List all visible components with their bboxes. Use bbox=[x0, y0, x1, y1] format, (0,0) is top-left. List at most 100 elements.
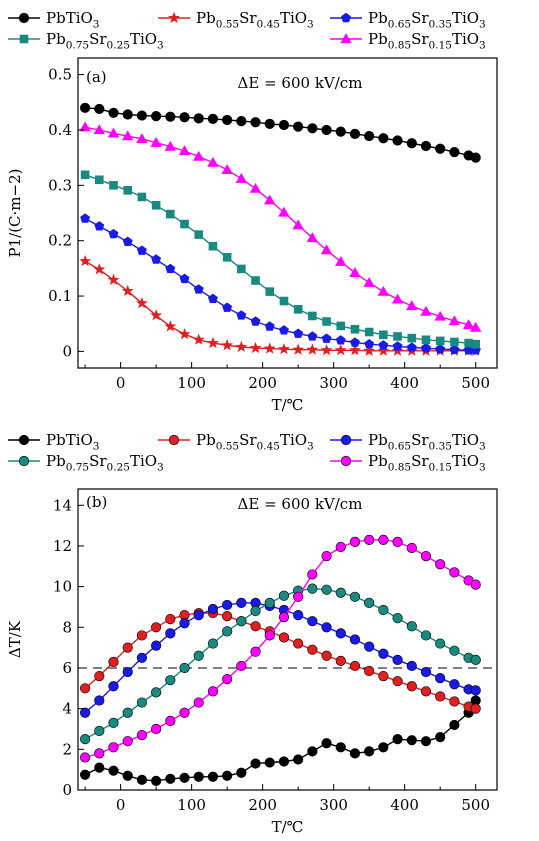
x-tick-label: 400 bbox=[390, 374, 419, 392]
data-point bbox=[122, 707, 133, 718]
data-point bbox=[349, 536, 361, 547]
data-point bbox=[435, 343, 446, 354]
data-point bbox=[406, 542, 417, 554]
data-point bbox=[421, 335, 431, 345]
legend-marker bbox=[168, 11, 180, 24]
data-point bbox=[123, 186, 133, 195]
data-point bbox=[278, 632, 290, 643]
data-point bbox=[193, 609, 204, 621]
legend-item: Pb0.55Sr0.45TiO3 bbox=[158, 431, 314, 453]
data-point bbox=[364, 665, 375, 677]
data-point bbox=[121, 284, 134, 297]
series-4 bbox=[80, 534, 481, 763]
data-point bbox=[108, 107, 119, 118]
data-point bbox=[264, 597, 275, 608]
data-point bbox=[278, 342, 290, 355]
data-point bbox=[165, 628, 176, 639]
data-point bbox=[207, 113, 219, 124]
y-tick-label: 0.2 bbox=[48, 232, 72, 250]
data-point bbox=[193, 150, 205, 161]
data-point bbox=[222, 626, 233, 637]
data-point bbox=[292, 343, 305, 355]
x-tick-label: 100 bbox=[177, 796, 206, 814]
data-point bbox=[470, 654, 481, 665]
data-point bbox=[166, 209, 175, 219]
data-point bbox=[194, 230, 204, 239]
data-point bbox=[164, 140, 177, 151]
data-point bbox=[79, 121, 91, 132]
data-point bbox=[435, 732, 446, 743]
data-point bbox=[122, 642, 133, 653]
x-tick-label: 0 bbox=[116, 374, 126, 392]
data-point bbox=[151, 622, 162, 633]
data-point bbox=[470, 579, 481, 590]
legend-label: Pb0.75Sr0.25TiO3 bbox=[46, 30, 164, 52]
plot-frame bbox=[77, 488, 498, 791]
data-point bbox=[207, 638, 219, 649]
data-point bbox=[79, 254, 91, 267]
data-point bbox=[136, 297, 148, 309]
series-0 bbox=[80, 695, 481, 786]
data-point bbox=[165, 263, 176, 274]
legend-marker bbox=[18, 434, 30, 446]
data-point bbox=[321, 124, 332, 136]
y-tick-label: 10 bbox=[53, 578, 72, 596]
x-axis-title: T/℃ bbox=[272, 818, 304, 836]
data-point bbox=[193, 771, 204, 782]
data-point bbox=[80, 707, 91, 718]
data-point bbox=[265, 287, 275, 296]
data-point bbox=[449, 344, 460, 354]
data-point bbox=[80, 734, 91, 745]
data-point bbox=[421, 342, 431, 353]
data-point bbox=[364, 641, 375, 652]
data-point bbox=[235, 172, 248, 183]
legend-marker bbox=[18, 455, 30, 467]
data-point bbox=[406, 660, 417, 672]
data-point bbox=[151, 687, 162, 698]
data-point bbox=[378, 742, 389, 753]
data-point bbox=[462, 319, 475, 329]
data-point bbox=[320, 344, 333, 356]
legend: PbTiO3 Pb0.55Sr0.45TiO3 Pb0.65Sr0.35TiO3Pb… bbox=[8, 431, 486, 474]
data-point bbox=[307, 583, 318, 594]
data-point bbox=[107, 273, 120, 285]
data-point bbox=[335, 628, 346, 639]
legend-marker bbox=[340, 455, 352, 467]
legend-item: PbTiO3 bbox=[8, 9, 99, 31]
data-point bbox=[122, 770, 133, 781]
series-4 bbox=[79, 121, 482, 332]
data-point bbox=[449, 567, 460, 578]
data-point bbox=[150, 309, 163, 321]
data-point bbox=[278, 612, 290, 623]
data-point bbox=[250, 605, 261, 617]
data-point bbox=[464, 338, 473, 348]
x-tick-label: 500 bbox=[461, 796, 490, 814]
data-point bbox=[94, 695, 105, 706]
data-point bbox=[449, 679, 460, 690]
data-point bbox=[250, 316, 261, 326]
data-point bbox=[321, 738, 332, 749]
data-point bbox=[193, 697, 204, 708]
data-point bbox=[378, 340, 389, 350]
data-point bbox=[407, 333, 417, 343]
y-tick-label: 0.4 bbox=[48, 121, 72, 139]
data-point bbox=[335, 742, 346, 753]
data-point bbox=[335, 655, 346, 666]
data-point bbox=[335, 335, 346, 345]
data-point bbox=[236, 310, 247, 320]
x-tick-label: 400 bbox=[390, 796, 419, 814]
series-1 bbox=[79, 254, 482, 356]
data-point bbox=[236, 660, 247, 672]
data-point bbox=[80, 683, 91, 694]
data-point bbox=[94, 762, 105, 773]
data-point bbox=[470, 703, 481, 714]
data-point bbox=[334, 344, 347, 356]
data-point bbox=[392, 536, 403, 547]
data-point bbox=[420, 666, 432, 678]
data-point bbox=[122, 236, 133, 246]
data-point bbox=[179, 662, 190, 674]
data-point bbox=[250, 758, 261, 769]
data-point bbox=[278, 756, 290, 767]
data-point bbox=[379, 330, 388, 340]
legend-item: Pb0.65Sr0.35TiO3 bbox=[330, 9, 486, 31]
